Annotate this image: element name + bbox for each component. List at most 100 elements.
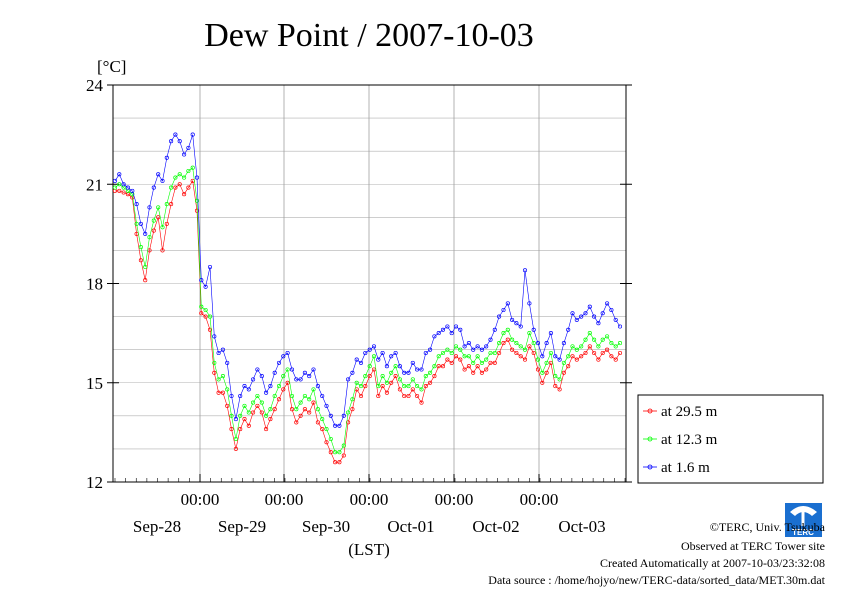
data-point: [147, 235, 152, 240]
data-point: [354, 380, 359, 385]
data-point: [561, 370, 566, 375]
data-point: [324, 403, 329, 408]
x-time-label: 00:00: [265, 490, 304, 509]
data-point: [419, 400, 424, 405]
data-point: [307, 374, 312, 379]
data-point: [130, 188, 135, 193]
data-point: [259, 410, 264, 415]
data-point: [570, 311, 575, 316]
data-point: [514, 341, 519, 346]
data-point: [156, 215, 161, 220]
data-point: [553, 384, 558, 389]
data-point: [440, 364, 446, 369]
data-point: [112, 178, 118, 183]
data-point: [458, 357, 463, 362]
data-point: [605, 334, 610, 339]
data-point: [596, 344, 601, 349]
legend-marker: [647, 408, 653, 414]
data-point: [548, 331, 553, 336]
logo-text: TERC: [792, 528, 814, 537]
data-point: [264, 413, 269, 418]
data-point: [358, 384, 364, 389]
data-point: [458, 347, 463, 352]
data-point: [566, 364, 571, 369]
data-point: [233, 436, 238, 442]
data-point: [194, 208, 200, 213]
data-point: [574, 347, 579, 352]
chart-title: Dew Point / 2007-10-03: [204, 17, 534, 54]
x-time-label: 00:00: [181, 490, 220, 509]
legend-label: at 29.5 m: [661, 404, 718, 420]
data-point: [272, 370, 277, 375]
data-point: [592, 314, 597, 319]
data-point: [289, 367, 295, 372]
data-point: [177, 139, 182, 144]
data-point: [531, 327, 536, 332]
data-point: [475, 364, 480, 369]
plot-frame: [107, 84, 632, 483]
data-point: [415, 384, 420, 389]
data-point: [557, 357, 562, 362]
data-point: [393, 350, 398, 356]
data-point: [587, 344, 592, 349]
data-point: [233, 417, 238, 422]
data-point: [311, 387, 316, 392]
data-point: [285, 367, 290, 372]
data-point: [574, 317, 579, 322]
data-point: [393, 364, 398, 369]
data-point: [173, 185, 178, 190]
data-point: [186, 145, 191, 150]
data-point: [605, 301, 610, 306]
data-point: [255, 403, 260, 408]
data-point: [333, 423, 338, 428]
data-point: [281, 354, 286, 359]
data-point: [320, 427, 325, 432]
data-point: [268, 407, 273, 412]
data-point: [419, 387, 424, 392]
data-point: [410, 387, 415, 392]
data-point: [203, 284, 208, 289]
data-point: [522, 268, 528, 273]
data-point: [518, 344, 523, 349]
data-point: [484, 367, 489, 372]
data-point: [479, 370, 484, 375]
data-point: [570, 344, 575, 349]
data-point: [384, 390, 389, 395]
data-point: [609, 341, 614, 346]
data-point: [346, 377, 351, 382]
data-point: [596, 357, 601, 362]
data-point: [190, 165, 195, 170]
data-point: [579, 354, 584, 359]
data-point: [479, 347, 484, 352]
data-point: [242, 403, 247, 408]
data-point: [501, 341, 506, 346]
data-point: [337, 423, 342, 428]
data-point: [432, 364, 437, 369]
data-point: [605, 347, 610, 352]
x-date-label: Oct-02: [472, 517, 519, 536]
data-point: [229, 393, 234, 399]
data-point: [229, 413, 234, 418]
data-point: [613, 357, 618, 362]
data-point: [540, 354, 545, 359]
data-point: [251, 400, 256, 405]
data-point: [488, 350, 493, 356]
data-point: [587, 304, 592, 309]
data-point: [475, 344, 480, 349]
data-point: [518, 324, 523, 329]
data-point: [561, 341, 566, 346]
data-point: [488, 360, 493, 365]
data-point: [367, 364, 372, 369]
copyright-text: ©TERC, Univ. Tsukuba: [710, 520, 826, 534]
data-point: [415, 393, 420, 399]
data-point: [341, 453, 346, 458]
data-point: [471, 347, 476, 352]
data-point: [389, 354, 394, 359]
data-point: [531, 350, 536, 356]
data-point: [207, 327, 213, 332]
data-point: [449, 331, 454, 336]
data-point: [169, 202, 174, 207]
data-point: [432, 374, 437, 379]
data-point: [112, 185, 118, 190]
